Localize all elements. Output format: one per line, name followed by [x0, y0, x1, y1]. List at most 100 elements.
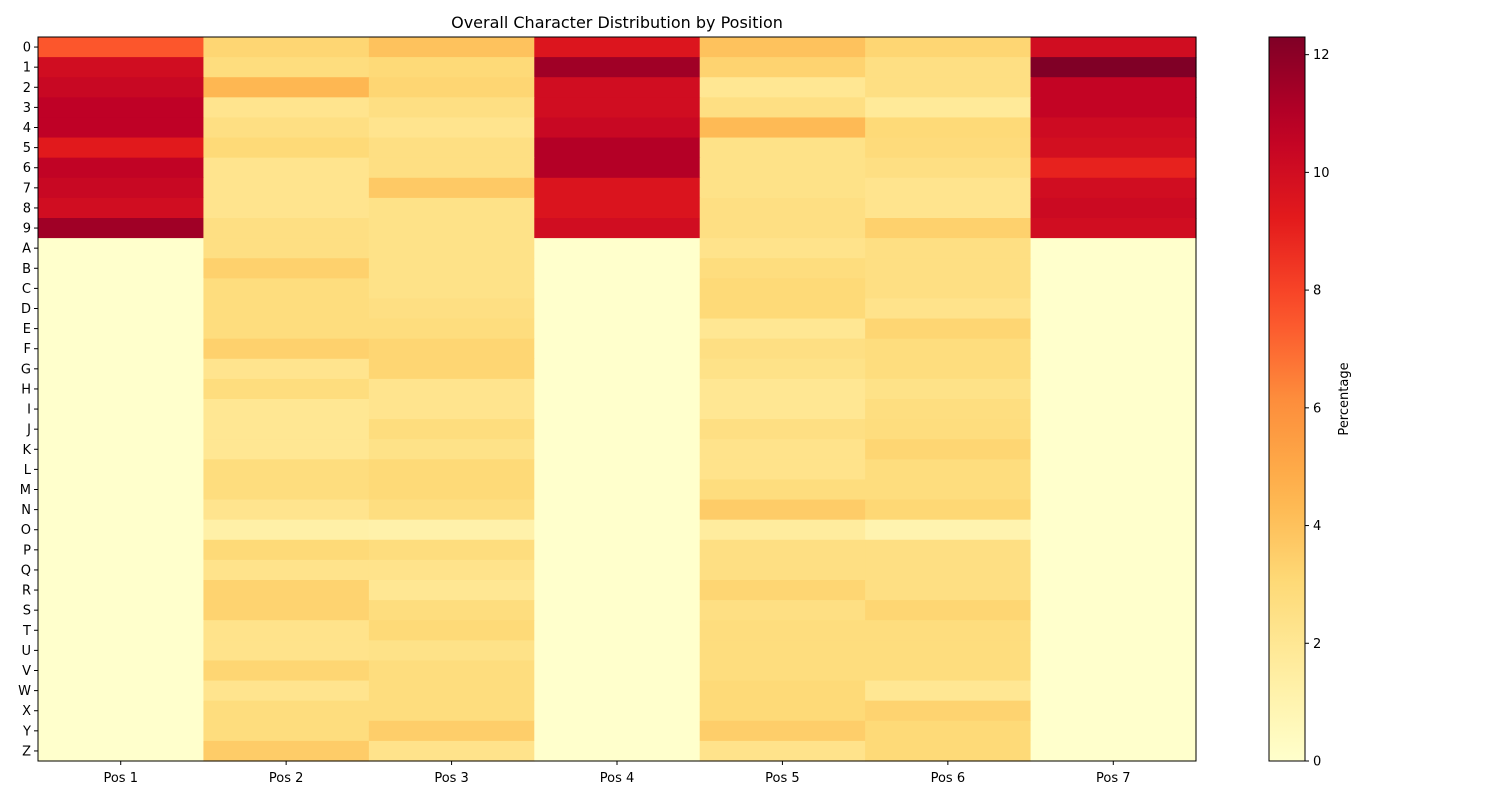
heatmap-cell — [534, 338, 701, 360]
y-tick-label: L — [24, 463, 32, 478]
heatmap-cell — [865, 640, 1032, 662]
heatmap-cell — [38, 177, 205, 199]
heatmap-cell — [368, 117, 535, 139]
heatmap-cell — [38, 258, 205, 279]
heatmap-cell — [699, 117, 866, 139]
heatmap-cell — [1030, 157, 1197, 179]
x-tick-label: Pos 6 — [931, 771, 966, 786]
heatmap-cell — [38, 459, 205, 481]
heatmap-cell — [203, 258, 370, 279]
y-tick-label: C — [22, 282, 31, 297]
colorbar-tick-label: 0 — [1313, 755, 1321, 770]
heatmap-cell — [38, 197, 205, 219]
heatmap-cell — [1030, 57, 1197, 78]
heatmap-cell — [38, 97, 205, 119]
heatmap-cell — [203, 338, 370, 360]
heatmap-cell — [534, 218, 701, 239]
heatmap-cell — [38, 117, 205, 139]
heatmap-cell — [38, 378, 205, 400]
heatmap-cell — [1030, 97, 1197, 119]
heatmap-cell — [203, 358, 370, 380]
heatmap-cell — [534, 720, 701, 742]
heatmap-cell — [368, 97, 535, 119]
heatmap-cell — [534, 298, 701, 320]
heatmap-cell — [368, 399, 535, 420]
heatmap-cell — [865, 499, 1032, 521]
y-tick-label: 3 — [23, 101, 31, 116]
heatmap-cell — [1030, 539, 1197, 561]
colorbar-ticks: 0 2 4 6 8 10 12 — [1305, 48, 1330, 770]
y-tick-label: K — [22, 443, 31, 458]
heatmap-cell — [1030, 580, 1197, 601]
heatmap-cell — [38, 37, 205, 58]
colorbar-tick-label: 8 — [1313, 284, 1321, 299]
heatmap-cell — [699, 278, 866, 300]
heatmap-cell — [38, 580, 205, 601]
heatmap-cell — [1030, 700, 1197, 722]
heatmap-cell — [38, 238, 205, 259]
heatmap-cell — [368, 720, 535, 742]
y-tick-label: R — [22, 584, 31, 599]
heatmap-cell — [1030, 600, 1197, 621]
heatmap-cells — [38, 37, 1197, 762]
heatmap-cell — [368, 419, 535, 440]
heatmap-cell — [368, 459, 535, 481]
heatmap-cell — [38, 640, 205, 662]
heatmap-cell — [203, 197, 370, 219]
heatmap-cell — [699, 177, 866, 199]
heatmap-cell — [699, 258, 866, 279]
heatmap-cell — [1030, 218, 1197, 239]
heatmap-cell — [203, 660, 370, 682]
y-tick-label: P — [23, 543, 31, 558]
heatmap-cell — [534, 318, 701, 340]
heatmap-cell — [699, 57, 866, 78]
heatmap-cell — [699, 640, 866, 662]
heatmap-cell — [699, 600, 866, 621]
heatmap-cell — [1030, 419, 1197, 440]
heatmap-cell — [865, 57, 1032, 78]
heatmap-cell — [534, 539, 701, 561]
heatmap-cell — [368, 378, 535, 400]
heatmap-cell — [699, 97, 866, 119]
heatmap-cell — [38, 278, 205, 300]
y-tick-label: 6 — [23, 161, 31, 176]
y-tick-label: Q — [21, 563, 31, 578]
y-tick-label: 4 — [23, 121, 31, 136]
y-tick-label: O — [21, 523, 31, 538]
heatmap-cell — [699, 318, 866, 340]
heatmap-cell — [368, 580, 535, 601]
heatmap-cell — [368, 620, 535, 641]
heatmap-cell — [865, 298, 1032, 320]
heatmap-cell — [203, 559, 370, 581]
heatmap-cell — [203, 700, 370, 722]
y-tick-label: T — [22, 624, 31, 639]
heatmap-cell — [203, 439, 370, 460]
heatmap-cell — [1030, 720, 1197, 742]
y-tick-label: E — [23, 322, 31, 337]
heatmap-cell — [699, 559, 866, 581]
heatmap-cell — [699, 157, 866, 179]
heatmap-cell — [38, 419, 205, 440]
heatmap-cell — [865, 278, 1032, 300]
heatmap-cell — [368, 740, 535, 762]
heatmap-cell — [699, 740, 866, 762]
heatmap-cell — [534, 419, 701, 440]
heatmap-cell — [699, 218, 866, 239]
heatmap-cell — [534, 660, 701, 682]
heatmap-cell — [699, 378, 866, 400]
heatmap-cell — [1030, 117, 1197, 139]
heatmap-cell — [534, 258, 701, 279]
heatmap-cell — [38, 539, 205, 561]
heatmap-cell — [865, 358, 1032, 380]
heatmap-cell — [368, 358, 535, 380]
heatmap-cell — [699, 338, 866, 360]
y-tick-label: 1 — [23, 61, 31, 76]
heatmap-cell — [368, 640, 535, 662]
heatmap-cell — [534, 157, 701, 179]
heatmap-cell — [534, 640, 701, 662]
heatmap-cell — [38, 137, 205, 159]
heatmap-cell — [203, 318, 370, 340]
heatmap-cell — [203, 117, 370, 139]
heatmap-cell — [203, 459, 370, 481]
heatmap-cell — [1030, 137, 1197, 159]
